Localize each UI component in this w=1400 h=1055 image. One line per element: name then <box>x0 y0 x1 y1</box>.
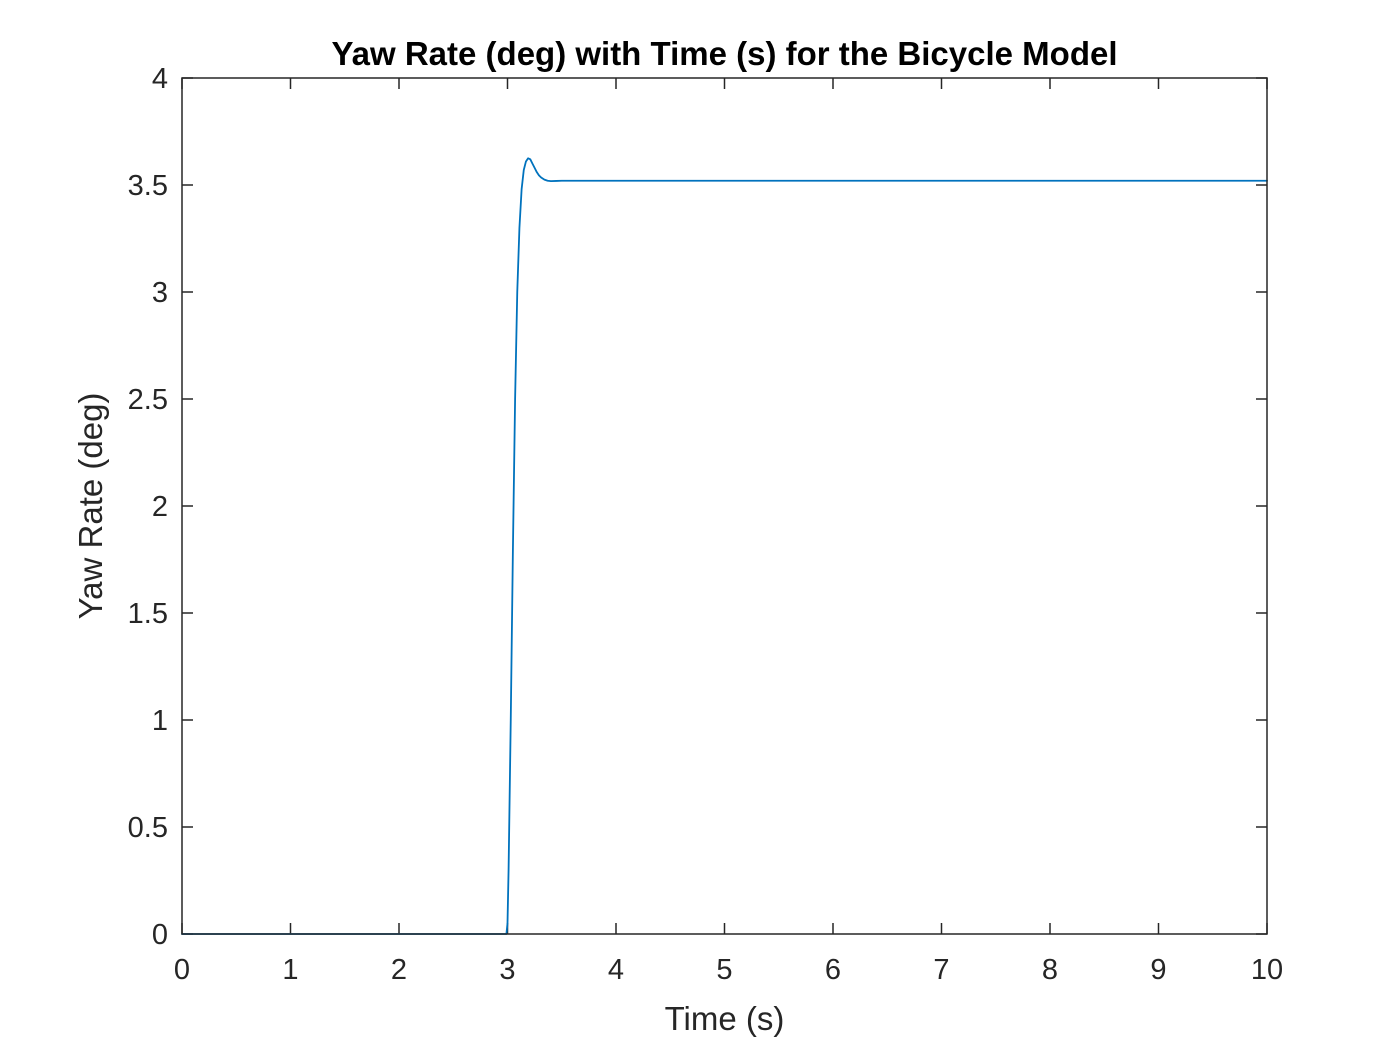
series-layer <box>181 157 1268 935</box>
y-axis-label: Yaw Rate (deg) <box>72 393 109 620</box>
y-tick-label: 3.5 <box>128 170 168 202</box>
x-tick-label: 0 <box>174 954 190 986</box>
x-tick-label: 1 <box>282 954 298 986</box>
series-line-1 <box>181 157 1268 935</box>
plot-area <box>182 78 1267 934</box>
x-tick-labels: 0 1 2 3 4 5 6 7 8 9 10 <box>174 954 1283 986</box>
y-tick-label: 1.5 <box>128 598 168 630</box>
x-tick-label: 4 <box>608 954 624 986</box>
x-tick-label: 2 <box>391 954 407 986</box>
x-tick-label: 8 <box>1042 954 1058 986</box>
y-tick-labels: 0 0.5 1 1.5 2 2.5 3 3.5 4 <box>128 63 168 951</box>
y-tick-label: 4 <box>152 63 168 95</box>
x-axis-label: Time (s) <box>665 1000 785 1037</box>
y-tick-label: 0.5 <box>128 812 168 844</box>
x-tick-label: 9 <box>1150 954 1166 986</box>
y-tick-label: 3 <box>152 277 168 309</box>
x-tick-label: 3 <box>499 954 515 986</box>
x-tick-label: 6 <box>825 954 841 986</box>
chart-title: Yaw Rate (deg) with Time (s) for the Bic… <box>331 35 1117 72</box>
x-tick-label: 10 <box>1251 954 1283 986</box>
x-tick-label: 7 <box>933 954 949 986</box>
y-tick-label: 0 <box>152 919 168 951</box>
y-tick-label: 1 <box>152 705 168 737</box>
y-tick-label: 2.5 <box>128 384 168 416</box>
axes-box <box>181 77 1268 935</box>
x-tick-label: 5 <box>716 954 732 986</box>
y-tick-label: 2 <box>152 491 168 523</box>
